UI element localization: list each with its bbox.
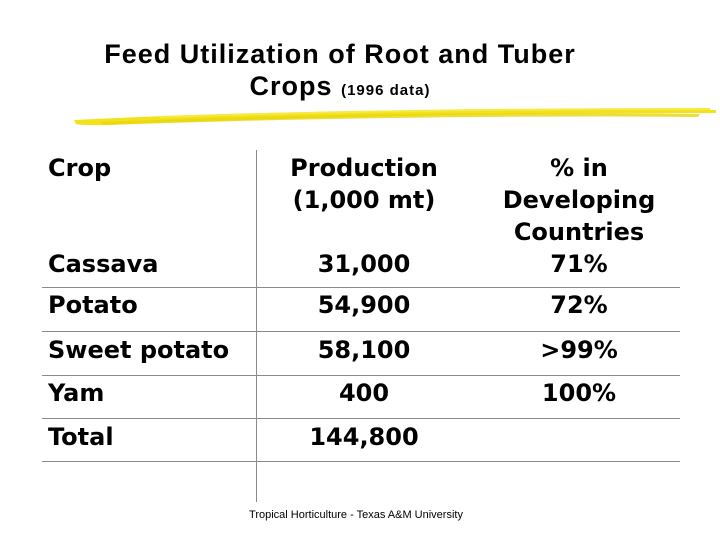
row-cassava-percent: 71% bbox=[550, 250, 608, 278]
title-note: (1996 data) bbox=[341, 82, 431, 99]
header-production-line-1: Production bbox=[290, 154, 438, 182]
row-divider bbox=[42, 287, 680, 288]
row-potato-crop: Potato bbox=[48, 291, 138, 319]
row-sweet-potato-crop: Sweet potato bbox=[48, 336, 230, 364]
title-line-2: Crops (1996 data) bbox=[0, 70, 680, 107]
table-bottom-line bbox=[42, 461, 680, 462]
header-percent-line-3: Countries bbox=[513, 218, 645, 246]
header-percent-line-1: % in bbox=[550, 154, 608, 182]
row-divider bbox=[42, 375, 680, 376]
row-cassava-production: 31,000 bbox=[317, 250, 411, 278]
row-cassava-crop: Cassava bbox=[48, 250, 159, 278]
header-percent-line-2: Developing bbox=[502, 186, 656, 214]
table-column-divider bbox=[256, 150, 257, 502]
row-sweet-potato-percent: >99% bbox=[540, 336, 618, 364]
title-crops: Crops bbox=[249, 71, 333, 101]
header-production-line-2: (1,000 mt) bbox=[292, 186, 436, 214]
row-yam-percent: 100% bbox=[541, 379, 617, 407]
row-divider bbox=[42, 331, 680, 332]
row-potato-percent: 72% bbox=[550, 291, 608, 319]
row-total-production: 144,800 bbox=[309, 423, 419, 451]
footer-credit: Tropical Horticulture - Texas A&M Univer… bbox=[249, 509, 463, 521]
row-yam-production: 400 bbox=[338, 379, 390, 407]
row-yam-crop: Yam bbox=[48, 379, 105, 407]
row-sweet-potato-production: 58,100 bbox=[317, 336, 411, 364]
row-potato-production: 54,900 bbox=[317, 291, 411, 319]
row-divider bbox=[42, 418, 680, 419]
title-line-1: Feed Utilization of Root and Tuber bbox=[104, 39, 576, 69]
row-total-crop: Total bbox=[48, 423, 114, 451]
header-crop: Crop bbox=[48, 154, 112, 182]
highlighter-underline bbox=[74, 108, 716, 126]
slide-title: Feed Utilization of Root and Tuber Crops… bbox=[0, 38, 680, 107]
